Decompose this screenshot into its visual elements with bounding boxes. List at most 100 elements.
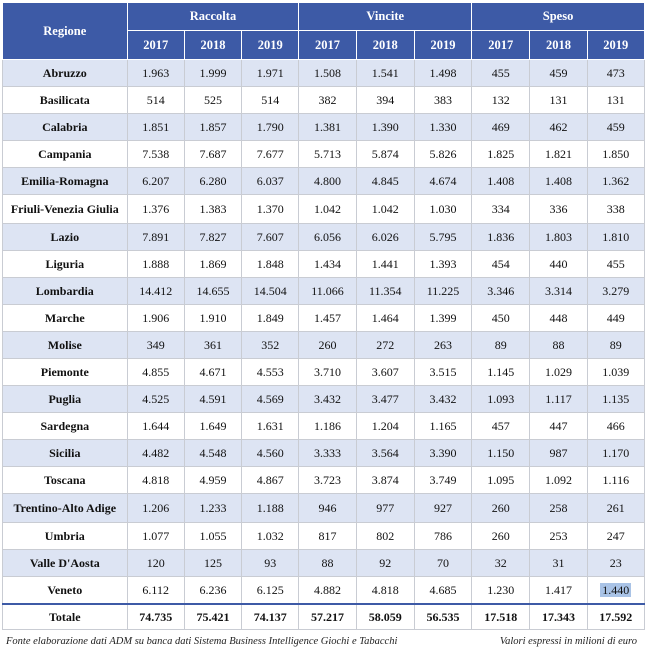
value-cell: 260 (298, 331, 357, 359)
value-cell: 1.631 (241, 412, 300, 440)
region-name: Trentino-Alto Adige (2, 493, 128, 523)
value-cell: 1.821 (529, 140, 588, 168)
value-cell: 6.280 (183, 167, 243, 195)
value-cell: 1.457 (298, 304, 357, 332)
header-year: 2019 (241, 30, 300, 60)
value-cell: 3.564 (355, 439, 415, 467)
value-cell: 4.548 (183, 439, 243, 467)
value-cell: 3.723 (298, 466, 357, 494)
region-name: Campania (2, 140, 128, 168)
value-cell: 1.092 (529, 466, 588, 494)
value-cell: 14.655 (183, 277, 243, 305)
region-name: Abruzzo (2, 59, 128, 87)
value-cell: 4.800 (298, 167, 357, 195)
value-cell: 449 (586, 304, 646, 332)
value-cell: 1.370 (241, 194, 300, 224)
value-cell: 4.685 (413, 576, 473, 605)
value-cell: 1.117 (529, 385, 588, 413)
header-year: 2017 (126, 30, 185, 60)
value-cell: 3.749 (413, 466, 473, 494)
table-row: Puglia 4.525 4.591 4.569 3.432 3.477 3.432 1.09… (2, 385, 646, 413)
value-cell: 4.674 (413, 167, 473, 195)
value-cell: 457 (471, 412, 531, 440)
value-cell: 447 (529, 412, 588, 440)
value-cell: 455 (586, 250, 646, 278)
value-cell: 1.836 (471, 223, 531, 251)
value-cell: 1.055 (183, 522, 243, 550)
total-value: 58.059 (355, 603, 415, 630)
total-row: Totale 74.735 75.421 74.137 57.217 58.059 56.5… (2, 603, 646, 630)
header-group-speso: Speso (471, 2, 645, 31)
value-cell: 1.971 (241, 59, 300, 87)
region-name: Lombardia (2, 277, 128, 305)
table-row: Toscana 4.818 4.959 4.867 3.723 3.874 3.749 1.0… (2, 466, 646, 494)
value-cell: 1.093 (471, 385, 531, 413)
value-cell: 1.188 (241, 493, 300, 523)
value-cell: 1.848 (241, 250, 300, 278)
region-name: Calabria (2, 113, 128, 141)
header-year: 2017 (298, 30, 357, 60)
header-year: 2019 (586, 30, 646, 60)
value-cell: 88 (529, 331, 588, 359)
value-cell: 11.354 (355, 277, 415, 305)
value-cell: 1.077 (126, 522, 185, 550)
value-cell: 120 (126, 549, 185, 577)
value-cell: 70 (413, 549, 473, 577)
value-cell: 1.042 (298, 194, 357, 224)
value-cell: 7.891 (126, 223, 185, 251)
value-cell: 448 (529, 304, 588, 332)
value-cell: 3.279 (586, 277, 646, 305)
total-value: 17.592 (586, 603, 646, 630)
value-cell: 1.032 (241, 522, 300, 550)
value-cell: 1.204 (355, 412, 415, 440)
value-cell: 131 (586, 86, 646, 114)
table-row: Lazio 7.891 7.827 7.607 6.056 6.026 5.795 1.836… (2, 223, 646, 251)
value-cell: 4.959 (183, 466, 243, 494)
value-cell: 11.225 (413, 277, 473, 305)
value-cell: 4.867 (241, 466, 300, 494)
header-group-vincite: Vincite (298, 2, 473, 31)
region-name: Piemonte (2, 358, 128, 386)
value-cell: 7.677 (241, 140, 300, 168)
value-cell: 383 (413, 86, 473, 114)
total-value: 75.421 (183, 603, 243, 630)
value-cell: 253 (529, 522, 588, 550)
value-cell: 3.477 (355, 385, 415, 413)
value-cell: 1.095 (471, 466, 531, 494)
table-row: Piemonte 4.855 4.671 4.553 3.710 3.607 3.515 1.… (2, 358, 646, 386)
value-cell: 7.687 (183, 140, 243, 168)
value-cell: 1.803 (529, 223, 588, 251)
value-cell: 32 (471, 549, 531, 577)
value-cell: 4.818 (355, 576, 415, 605)
region-name: Veneto (2, 576, 128, 605)
value-cell: 1.145 (471, 358, 531, 386)
value-cell: 1.849 (241, 304, 300, 332)
value-cell: 1.910 (183, 304, 243, 332)
value-cell: 1.116 (586, 466, 646, 494)
value-cell: 1.233 (183, 493, 243, 523)
value-cell: 454 (471, 250, 531, 278)
value-cell: 3.346 (471, 277, 531, 305)
value-cell: 6.236 (183, 576, 243, 605)
value-cell: 23 (586, 549, 646, 577)
value-cell: 1.408 (529, 167, 588, 195)
value-cell: 1.383 (183, 194, 243, 224)
value-cell: 469 (471, 113, 531, 141)
table-row: Friuli-Venezia Giulia 1.376 1.383 1.370 1.04… (2, 194, 646, 224)
value-cell: 459 (529, 59, 588, 87)
value-cell: 334 (471, 194, 531, 224)
value-cell: 927 (413, 493, 473, 523)
header-year: 2018 (183, 30, 243, 60)
value-cell: 125 (183, 549, 243, 577)
value-cell: 1.170 (586, 439, 646, 467)
value-cell: 1.376 (126, 194, 185, 224)
value-cell: 261 (586, 493, 646, 523)
value-cell: 7.538 (126, 140, 185, 168)
value-cell: 6.056 (298, 223, 357, 251)
value-cell: 1.390 (355, 113, 415, 141)
value-cell: 5.713 (298, 140, 357, 168)
value-cell: 89 (586, 331, 646, 359)
value-cell: 3.390 (413, 439, 473, 467)
value-cell: 1.165 (413, 412, 473, 440)
value-cell: 1.825 (471, 140, 531, 168)
